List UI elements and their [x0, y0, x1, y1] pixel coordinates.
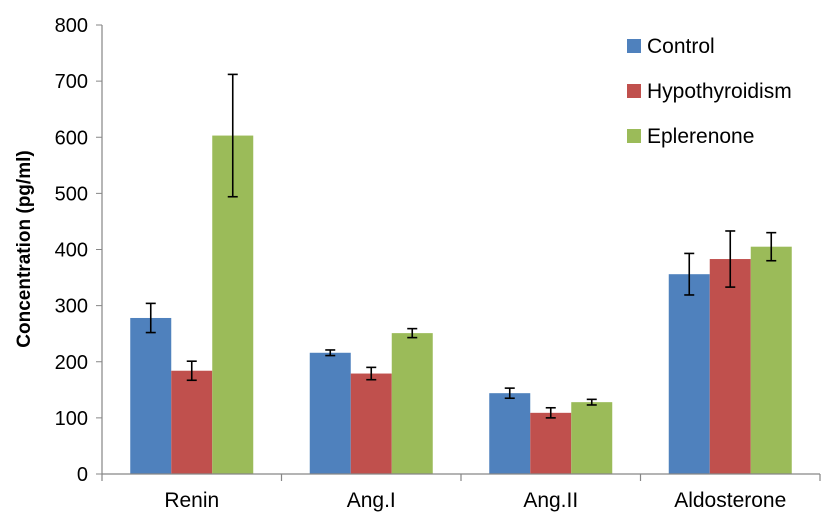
- bar-control-renin: [130, 317, 172, 474]
- x-category-label: Ang.I: [347, 489, 396, 512]
- legend-swatch: [627, 84, 641, 98]
- y-axis-title: Concentration (pg/ml): [14, 150, 35, 347]
- bar-hypothyroidism-aldosterone: [709, 259, 751, 474]
- y-tick-label: 200: [55, 352, 88, 374]
- y-tick-label: 500: [55, 183, 88, 205]
- y-tick-label: 600: [55, 127, 88, 149]
- y-tick-label: 400: [55, 240, 88, 262]
- x-category-label: Ang.II: [523, 489, 578, 512]
- legend-swatch: [627, 39, 641, 53]
- legend: Control Hypothyroidism Eplerenone: [627, 35, 792, 148]
- error-bars: [145, 73, 777, 419]
- y-tick-label: 300: [55, 296, 88, 318]
- y-tick-label: 0: [77, 464, 88, 486]
- bar-control-angii: [489, 393, 531, 474]
- bars: [130, 135, 792, 474]
- bar-hypothyroidism-angi: [350, 373, 392, 474]
- legend-label: Control: [647, 35, 715, 58]
- x-category-label: Renin: [164, 489, 219, 512]
- bar-hypothyroidism-angii: [530, 412, 572, 474]
- bar-hypothyroidism-renin: [171, 370, 213, 474]
- bar-eplerenone-aldosterone: [750, 246, 792, 474]
- bar-control-angi: [309, 352, 351, 474]
- y-tick-label: 100: [55, 408, 88, 430]
- bar-control-aldosterone: [668, 274, 710, 474]
- bar-eplerenone-angii: [571, 402, 613, 474]
- legend-label: Hypothyroidism: [647, 80, 792, 103]
- bar-eplerenone-angi: [391, 333, 433, 474]
- x-axis-labels: Renin Ang.I Ang.II Aldosterone: [164, 489, 786, 512]
- y-axis-ticks: 0 100 200 300 400 500 600 700 800: [55, 15, 102, 486]
- x-category-label: Aldosterone: [674, 489, 786, 512]
- axes: [101, 25, 821, 481]
- y-tick-label: 800: [55, 15, 88, 37]
- y-tick-label: 700: [55, 71, 88, 93]
- legend-label: Eplerenone: [647, 125, 754, 148]
- legend-swatch: [627, 129, 641, 143]
